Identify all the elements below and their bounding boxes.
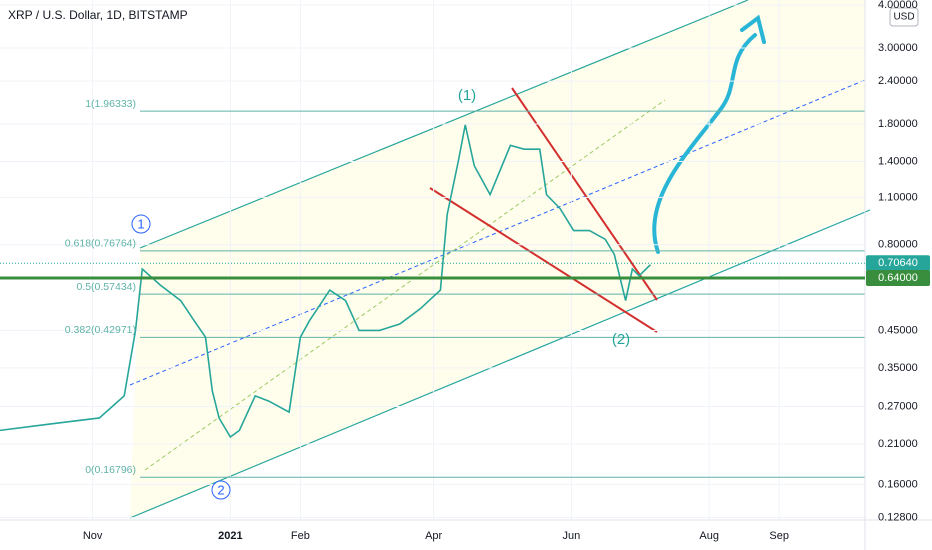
y-tick-label: 0.80000 bbox=[878, 239, 918, 251]
wave-label: 2 bbox=[217, 482, 224, 497]
currency-box[interactable] bbox=[889, 7, 919, 27]
forecast-arrow-head bbox=[740, 14, 766, 44]
price-badge-label: 0.64000 bbox=[878, 272, 918, 284]
y-tick-label: 0.16000 bbox=[878, 478, 918, 490]
currency[interactable]: USD bbox=[893, 12, 914, 23]
wave-circle bbox=[131, 214, 151, 234]
x-tick-label: Aug bbox=[699, 530, 719, 542]
wave-label: (2) bbox=[612, 331, 630, 348]
fib-label: 1(1.96333) bbox=[85, 98, 136, 110]
y-tick-label: 1.80000 bbox=[878, 118, 918, 130]
price-badge bbox=[866, 255, 930, 272]
y-tick-label: 3.00000 bbox=[878, 42, 918, 54]
channel-lower bbox=[129, 209, 871, 519]
y-tick-label: 1.10000 bbox=[878, 191, 918, 203]
wave-circle bbox=[211, 480, 231, 500]
channel-diagonal bbox=[144, 99, 666, 471]
fib-label: 0(0.16796) bbox=[85, 464, 136, 476]
wave-label: 1 bbox=[137, 216, 144, 231]
wave-label: (1) bbox=[458, 87, 476, 104]
y-tick-label: 0.21000 bbox=[878, 438, 918, 450]
price-badge-label: 0.70640 bbox=[878, 257, 918, 269]
price-badge bbox=[866, 270, 930, 287]
y-tick-label: 0.27000 bbox=[878, 400, 918, 412]
y-tick-label: 2.40000 bbox=[878, 75, 918, 87]
chart-title: XRP / U.S. Dollar, 1D, BITSTAMP bbox=[8, 8, 188, 22]
fib-label: 0.382(0.42971) bbox=[65, 324, 136, 336]
channel-fill bbox=[130, 0, 865, 518]
forecast-arrow bbox=[652, 33, 757, 254]
wedge-upper bbox=[511, 87, 658, 301]
y-tick-label: 1.40000 bbox=[878, 155, 918, 167]
y-tick-label: 0.12800 bbox=[878, 512, 918, 524]
fib-label: 0.618(0.76764) bbox=[65, 238, 136, 250]
y-tick-label: 4.00000 bbox=[878, 0, 918, 11]
price-line bbox=[0, 124, 652, 439]
x-tick-label: Jun bbox=[563, 530, 581, 542]
wedge-lower bbox=[429, 187, 658, 333]
x-tick-label: Nov bbox=[83, 530, 103, 542]
x-tick-label: Apr bbox=[425, 530, 442, 542]
y-tick-label: 0.35000 bbox=[878, 362, 918, 374]
x-tick-label: 2021 bbox=[218, 530, 242, 542]
y-tick-label: 0.45000 bbox=[878, 324, 918, 336]
plot-layer bbox=[0, 0, 865, 520]
fib-label: 0.5(0.57434) bbox=[76, 281, 136, 293]
x-tick-label: Sep bbox=[769, 530, 789, 542]
x-tick-label: Feb bbox=[291, 530, 310, 542]
